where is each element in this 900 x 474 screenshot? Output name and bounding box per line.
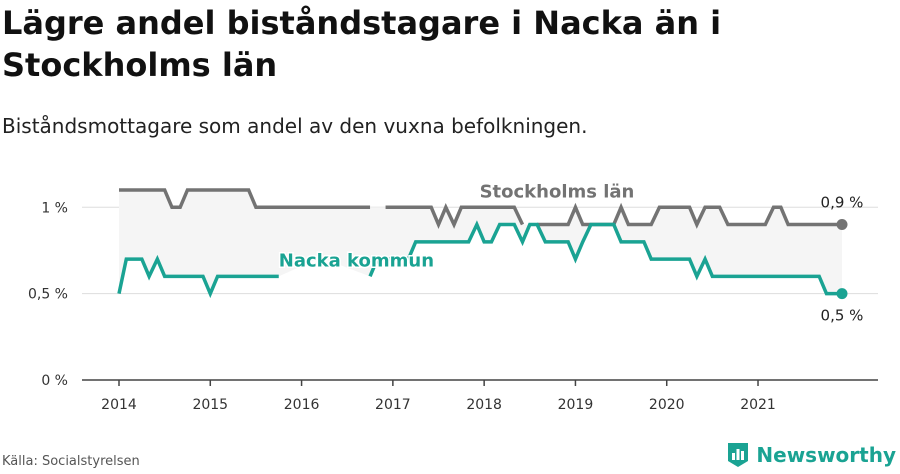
x-tick-label: 2019 [558, 397, 594, 413]
series-line-stockholm [385, 203, 525, 230]
y-tick-label: 1 % [41, 200, 68, 216]
y-tick-label: 0,5 % [28, 287, 68, 303]
newsworthy-logo-icon [728, 443, 749, 467]
x-tick-label: 2017 [375, 397, 411, 413]
series-endpoint [836, 288, 848, 300]
series-line-stockholm [537, 202, 842, 229]
chart-subtitle: Biståndsmottagare som andel av den vuxna… [2, 114, 588, 138]
x-tick-label: 2015 [192, 397, 228, 413]
series-name-label: Stockholms län [480, 181, 635, 202]
series-lines [117, 188, 848, 300]
x-tick-label: 2016 [284, 397, 320, 413]
series-line-nacka [117, 254, 279, 299]
y-tick-label: 0 % [41, 373, 68, 389]
x-tick-label: 2014 [101, 397, 137, 413]
end-value-label: 0,5 % [821, 307, 864, 325]
source-note: Källa: Socialstyrelsen [2, 454, 140, 469]
series-labels: 0,9 % Stockholms län 0,5 % Nacka kommun [277, 180, 864, 325]
series-line-nacka [368, 220, 842, 296]
between-series-band [119, 190, 842, 294]
series-name-label: Nacka kommun [279, 250, 434, 271]
end-value-label: 0,9 % [821, 194, 864, 212]
x-axis: 2014 2015 2016 2017 2018 2019 2020 2021 [82, 379, 878, 413]
series-line-stockholm [119, 188, 371, 210]
brand-logo: Newsworthy [726, 442, 896, 468]
chart-title: Lägre andel biståndstagare i Nacka än i … [2, 4, 722, 84]
x-tick-label: 2021 [740, 397, 776, 413]
series-endpoint [836, 219, 848, 231]
range-band [119, 190, 842, 294]
x-tick-label: 2018 [466, 397, 502, 413]
brand-name: Newsworthy [756, 443, 896, 467]
x-tick-label: 2020 [649, 397, 685, 413]
